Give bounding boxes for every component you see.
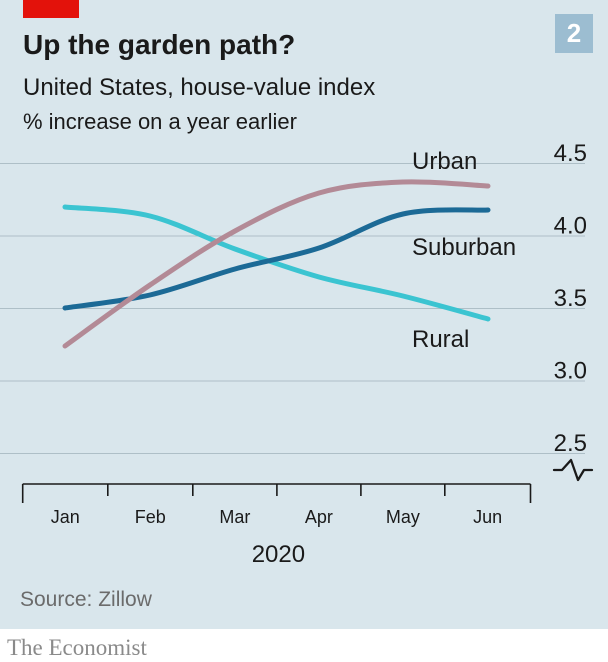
svg-text:Apr: Apr bbox=[305, 507, 333, 527]
svg-text:Feb: Feb bbox=[135, 507, 166, 527]
svg-text:May: May bbox=[386, 507, 420, 527]
svg-text:Jan: Jan bbox=[51, 507, 80, 527]
svg-text:3.5: 3.5 bbox=[554, 285, 587, 312]
svg-text:4.0: 4.0 bbox=[554, 213, 587, 240]
svg-text:3.0: 3.0 bbox=[554, 358, 587, 385]
svg-text:Rural: Rural bbox=[412, 326, 469, 353]
svg-text:Mar: Mar bbox=[219, 507, 250, 527]
svg-text:Suburban: Suburban bbox=[412, 234, 516, 261]
svg-text:Source: Zillow: Source: Zillow bbox=[20, 588, 153, 611]
svg-text:Jun: Jun bbox=[473, 507, 502, 527]
svg-text:2.5: 2.5 bbox=[554, 430, 587, 457]
svg-text:Urban: Urban bbox=[412, 148, 477, 175]
svg-text:4.5: 4.5 bbox=[554, 140, 587, 167]
svg-text:2020: 2020 bbox=[252, 541, 305, 568]
